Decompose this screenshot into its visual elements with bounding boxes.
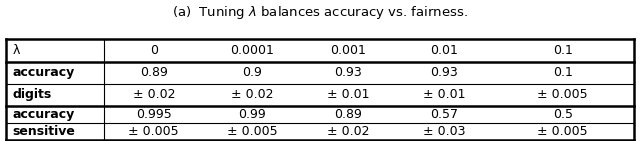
Text: ± 0.03: ± 0.03 [422, 125, 465, 138]
Text: 0.01: 0.01 [430, 44, 458, 57]
Text: 0.89: 0.89 [140, 66, 168, 79]
Text: 0.89: 0.89 [334, 108, 362, 121]
Text: 0.5: 0.5 [553, 108, 573, 121]
Text: 0.1: 0.1 [553, 66, 573, 79]
Text: digits: digits [13, 88, 52, 101]
Text: ± 0.02: ± 0.02 [326, 125, 369, 138]
Text: 0.1: 0.1 [553, 44, 573, 57]
Text: ± 0.01: ± 0.01 [326, 88, 369, 101]
Text: 0.93: 0.93 [430, 66, 458, 79]
Text: 0.0001: 0.0001 [230, 44, 274, 57]
Text: 0.57: 0.57 [430, 108, 458, 121]
Text: 0.93: 0.93 [334, 66, 362, 79]
Text: 0: 0 [150, 44, 158, 57]
Text: ± 0.005: ± 0.005 [538, 125, 588, 138]
Text: 0.9: 0.9 [242, 66, 262, 79]
Text: λ: λ [13, 44, 20, 57]
Text: accuracy: accuracy [13, 66, 75, 79]
Text: 0.995: 0.995 [136, 108, 172, 121]
Text: sensitive: sensitive [13, 125, 76, 138]
Text: 0.99: 0.99 [238, 108, 266, 121]
Text: ± 0.005: ± 0.005 [538, 88, 588, 101]
Text: 0.001: 0.001 [330, 44, 366, 57]
Text: ± 0.01: ± 0.01 [422, 88, 465, 101]
Text: ± 0.02: ± 0.02 [132, 88, 175, 101]
Text: ± 0.02: ± 0.02 [230, 88, 273, 101]
Text: (a)  Tuning $\lambda$ balances accuracy vs. fairness.: (a) Tuning $\lambda$ balances accuracy v… [172, 4, 468, 21]
Text: ± 0.005: ± 0.005 [227, 125, 277, 138]
Text: ± 0.005: ± 0.005 [129, 125, 179, 138]
Text: accuracy: accuracy [13, 108, 75, 121]
